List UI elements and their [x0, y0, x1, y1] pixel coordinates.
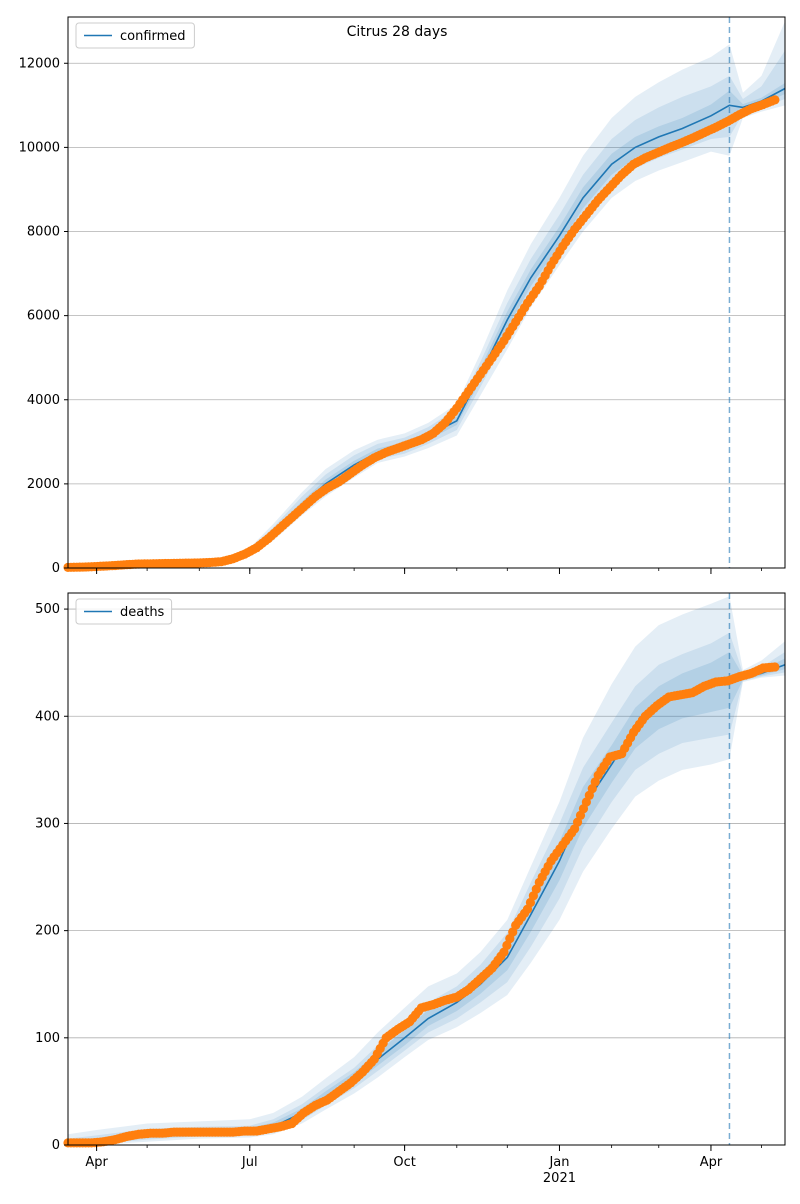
legend-label: deaths: [120, 605, 165, 620]
observed-point: [770, 662, 780, 672]
y-tick-label: 10000: [19, 140, 60, 155]
x-tick-label: Jul: [241, 1155, 258, 1170]
x-tick-label: Apr: [700, 1155, 723, 1170]
y-tick-label: 100: [35, 1031, 60, 1046]
y-tick-label: 4000: [27, 393, 60, 408]
legend: confirmed: [75, 22, 195, 49]
plot-frame: [67, 16, 786, 569]
observed-point: [770, 95, 780, 105]
panel-top: 0 2000 4000 6000 8000 10000 12000 confirmed: [19, 16, 786, 576]
legend-box: [75, 598, 173, 625]
uncertainty-band: [68, 651, 785, 1144]
y-tick-label: 0: [52, 561, 60, 576]
y-tick-label: 400: [35, 709, 60, 724]
plot-frame: [67, 592, 786, 1146]
uncertainty-band: [68, 596, 785, 1145]
chart-title: Citrus 28 days: [347, 24, 448, 40]
x-tick-label: Jan: [548, 1155, 569, 1170]
x-tick-label: Apr: [85, 1155, 108, 1170]
x-tick-sublabel: 2021: [543, 1171, 576, 1186]
y-tick-label: 500: [35, 602, 60, 617]
legend-label: confirmed: [120, 29, 186, 44]
y-tick-label: 2000: [27, 477, 60, 492]
y-tick-label: 12000: [19, 56, 60, 71]
y-tick-label: 6000: [27, 309, 60, 324]
y-tick-label: 300: [35, 816, 60, 831]
uncertainty-band: [68, 50, 785, 568]
y-tick-label: 0: [52, 1138, 60, 1153]
y-tick-label: 8000: [27, 225, 60, 240]
x-tick-label: Oct: [393, 1155, 415, 1170]
legend: deaths: [75, 598, 173, 625]
uncertainty-band: [68, 21, 785, 568]
y-tick-label: 200: [35, 924, 60, 939]
legend-box: [75, 22, 195, 49]
